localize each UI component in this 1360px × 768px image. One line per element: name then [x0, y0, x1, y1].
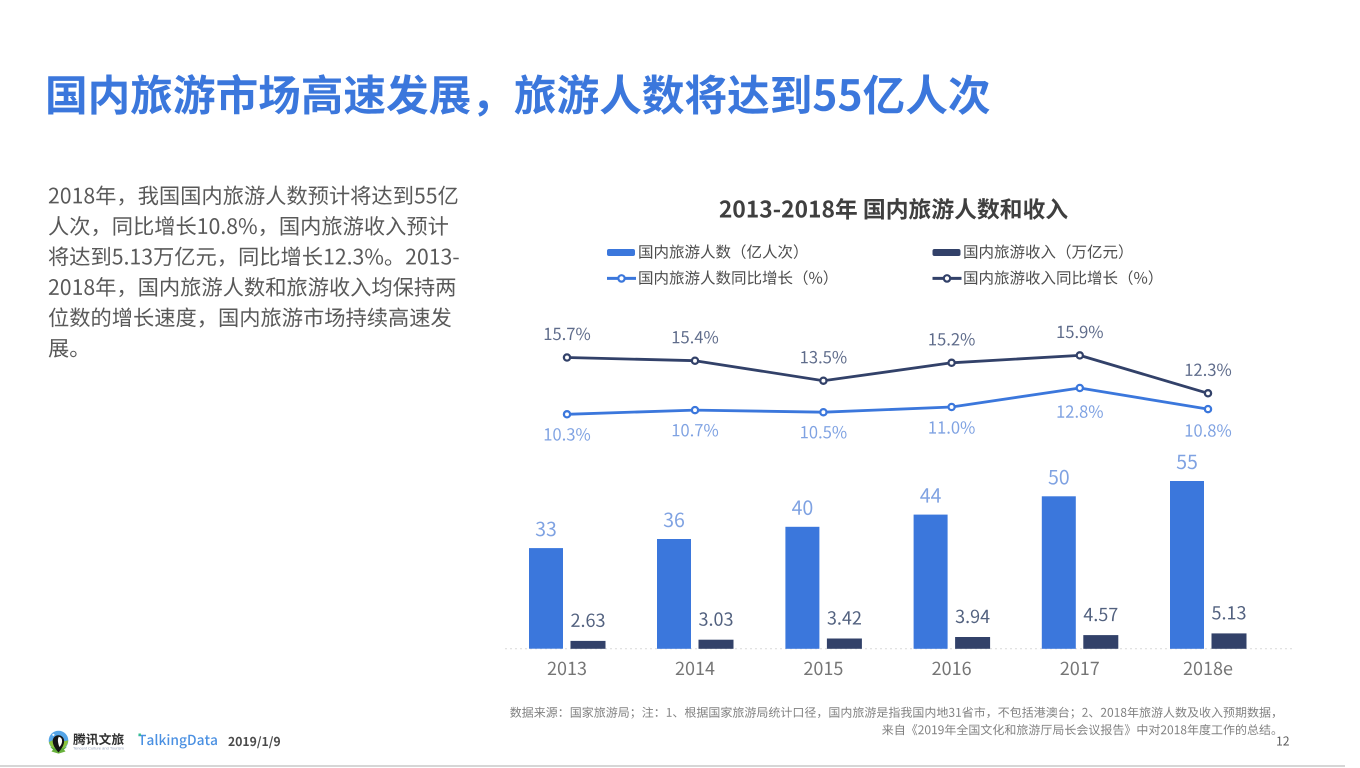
svg-text:Tencent Culture and Tourism: Tencent Culture and Tourism	[73, 746, 125, 751]
